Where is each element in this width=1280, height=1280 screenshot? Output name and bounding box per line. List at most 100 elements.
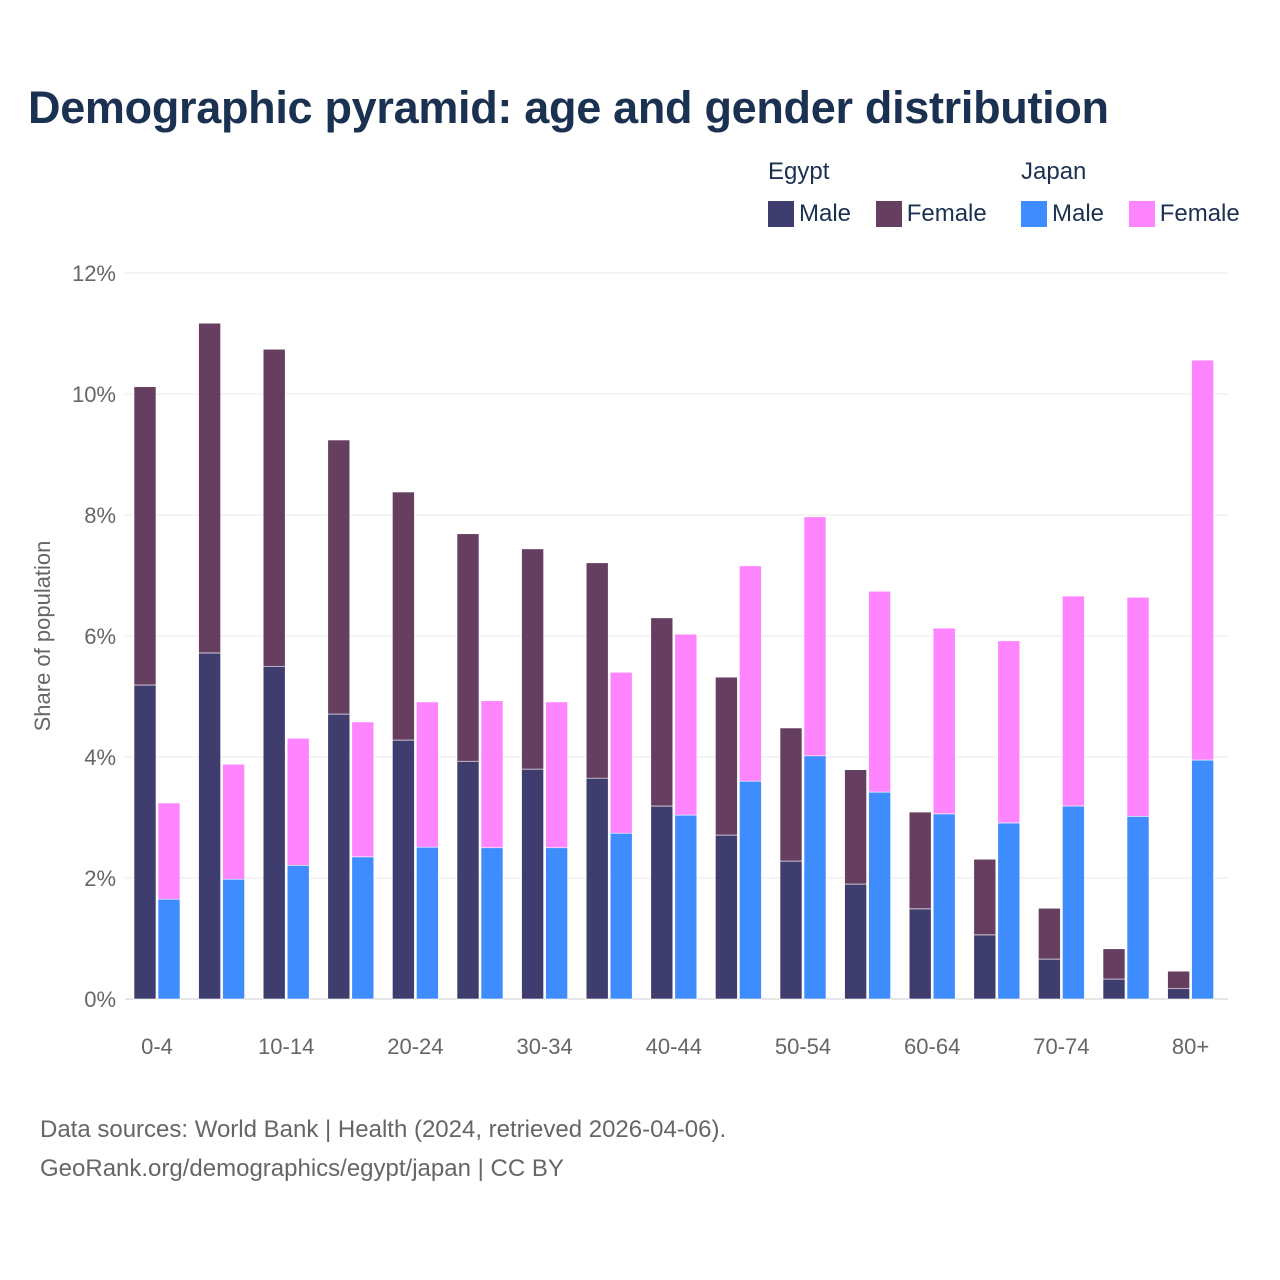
- x-tick-label: 60-64: [904, 1034, 960, 1059]
- bar-japan-female-5-9[interactable]: [222, 763, 245, 880]
- y-axis-label: Share of population: [30, 541, 55, 732]
- bar-japan-male-60-64[interactable]: [932, 813, 956, 1000]
- bar-egypt-female-45-49[interactable]: [715, 676, 738, 836]
- bar-egypt-female-55-59[interactable]: [844, 769, 867, 885]
- bar-egypt-male-75-79[interactable]: [1102, 978, 1126, 1000]
- x-tick-label: 80+: [1172, 1034, 1209, 1059]
- bar-egypt-female-25-29[interactable]: [456, 533, 480, 762]
- bar-japan-male-50-54[interactable]: [803, 755, 827, 1000]
- legend-group-name: Egypt: [768, 158, 830, 185]
- bar-egypt-female-60-64[interactable]: [908, 811, 932, 910]
- legend-swatch: [1021, 201, 1047, 227]
- y-tick-label: 6%: [84, 624, 116, 649]
- bar-japan-female-50-54[interactable]: [803, 516, 827, 757]
- bar-japan-male-20-24[interactable]: [416, 846, 439, 1000]
- bar-japan-male-5-9[interactable]: [222, 878, 245, 1000]
- bar-egypt-male-50-54[interactable]: [779, 860, 803, 1000]
- bar-egypt-male-65-69[interactable]: [973, 934, 997, 1000]
- legend-swatch: [1128, 201, 1155, 227]
- bar-japan-male-45-49[interactable]: [739, 780, 762, 1000]
- bar-japan-female-70-74[interactable]: [1062, 595, 1085, 807]
- x-tick-label: 10-14: [258, 1034, 314, 1059]
- y-tick-label: 0%: [84, 987, 116, 1012]
- bars: [133, 322, 1214, 1000]
- legend-label: Male: [799, 200, 852, 227]
- bar-egypt-male-30-34[interactable]: [521, 768, 544, 1000]
- footer-sources: Data sources: World Bank | Health (2024,…: [40, 1116, 727, 1143]
- footer-credit: GeoRank.org/demographics/egypt/japan | C…: [40, 1155, 564, 1182]
- bar-egypt-male-80+[interactable]: [1167, 988, 1190, 1000]
- bar-japan-female-30-34[interactable]: [545, 701, 568, 849]
- y-axis-ticks: 0% 2% 4% 6% 8% 10% 12%: [72, 261, 116, 1012]
- x-tick-label: 30-34: [516, 1034, 572, 1059]
- legend-label: Female: [906, 200, 987, 227]
- bar-egypt-female-70-74[interactable]: [1038, 907, 1061, 960]
- bar-japan-female-20-24[interactable]: [416, 701, 439, 848]
- bar-egypt-male-20-24[interactable]: [392, 739, 415, 1000]
- bar-egypt-male-40-44[interactable]: [650, 805, 674, 1000]
- bar-egypt-male-5-9[interactable]: [198, 652, 221, 1000]
- x-axis-ticks: 0-4 10-14 20-24 30-34 40-44 50-54 60-64 70-74 80…: [141, 1034, 1209, 1059]
- bar-japan-female-35-39[interactable]: [609, 671, 633, 834]
- legend-group-name: Japan: [1021, 158, 1087, 185]
- x-tick-label: 70-74: [1033, 1034, 1089, 1059]
- y-tick-label: 10%: [72, 382, 116, 407]
- bar-egypt-male-60-64[interactable]: [908, 908, 932, 1000]
- bar-japan-male-40-44[interactable]: [674, 814, 698, 1000]
- bar-japan-male-15-19[interactable]: [351, 856, 375, 1000]
- bar-egypt-female-40-44[interactable]: [650, 617, 674, 807]
- bar-egypt-female-20-24[interactable]: [392, 491, 415, 741]
- bar-egypt-female-5-9[interactable]: [198, 322, 221, 654]
- bar-egypt-female-10-14[interactable]: [262, 348, 286, 667]
- bar-japan-female-60-64[interactable]: [932, 627, 956, 815]
- legend-egypt-male[interactable]: Male: [768, 200, 851, 228]
- bar-japan-female-10-14[interactable]: [286, 737, 310, 866]
- bar-egypt-female-35-39[interactable]: [585, 562, 609, 779]
- bar-japan-male-35-39[interactable]: [609, 832, 633, 1000]
- bar-egypt-male-45-49[interactable]: [715, 834, 738, 1000]
- bar-egypt-female-65-69[interactable]: [973, 858, 997, 936]
- bar-japan-female-0-4[interactable]: [157, 802, 181, 900]
- bar-egypt-male-10-14[interactable]: [262, 665, 286, 1000]
- y-tick-label: 4%: [84, 745, 116, 770]
- bar-japan-male-80+[interactable]: [1191, 759, 1214, 1000]
- y-tick-label: 12%: [72, 261, 116, 286]
- bar-egypt-male-70-74[interactable]: [1038, 958, 1061, 1000]
- bar-japan-male-0-4[interactable]: [157, 898, 181, 1000]
- legend-egypt-female[interactable]: Female: [875, 200, 987, 228]
- bar-japan-female-55-59[interactable]: [868, 590, 891, 793]
- x-tick-label: 40-44: [646, 1034, 702, 1059]
- bar-japan-male-10-14[interactable]: [286, 864, 310, 1000]
- legend-japan-female[interactable]: Female: [1128, 200, 1240, 228]
- bar-egypt-male-35-39[interactable]: [585, 777, 609, 1000]
- legend-japan-male[interactable]: Male: [1021, 200, 1104, 228]
- bar-egypt-female-75-79[interactable]: [1102, 948, 1126, 980]
- bar-japan-female-45-49[interactable]: [739, 565, 762, 782]
- bar-japan-female-25-29[interactable]: [480, 700, 504, 849]
- bar-egypt-male-25-29[interactable]: [456, 760, 480, 1000]
- bar-japan-male-30-34[interactable]: [545, 847, 568, 1000]
- bar-japan-female-15-19[interactable]: [351, 721, 375, 858]
- legend-swatch: [768, 201, 794, 227]
- x-tick-label: 50-54: [775, 1034, 831, 1059]
- bar-egypt-female-80+[interactable]: [1167, 970, 1190, 990]
- bar-egypt-female-15-19[interactable]: [327, 439, 351, 715]
- bar-japan-male-65-69[interactable]: [997, 822, 1021, 1000]
- bar-egypt-female-30-34[interactable]: [521, 548, 544, 770]
- bar-japan-male-75-79[interactable]: [1126, 815, 1150, 1000]
- bar-japan-male-55-59[interactable]: [868, 791, 891, 1000]
- bar-japan-female-65-69[interactable]: [997, 640, 1021, 824]
- bar-egypt-male-55-59[interactable]: [844, 883, 867, 1000]
- y-tick-label: 8%: [84, 503, 116, 528]
- bar-japan-male-25-29[interactable]: [480, 847, 504, 1000]
- bar-japan-male-70-74[interactable]: [1062, 805, 1085, 1000]
- bar-japan-female-40-44[interactable]: [674, 633, 698, 816]
- bar-egypt-female-0-4[interactable]: [133, 386, 157, 686]
- chart-title: Demographic pyramid: age and gender dist…: [28, 82, 1109, 133]
- bar-egypt-male-15-19[interactable]: [327, 713, 351, 1000]
- bar-egypt-male-0-4[interactable]: [133, 684, 157, 1000]
- bar-egypt-female-50-54[interactable]: [779, 727, 803, 862]
- bar-japan-female-80+[interactable]: [1191, 359, 1214, 761]
- bar-japan-female-75-79[interactable]: [1126, 596, 1150, 817]
